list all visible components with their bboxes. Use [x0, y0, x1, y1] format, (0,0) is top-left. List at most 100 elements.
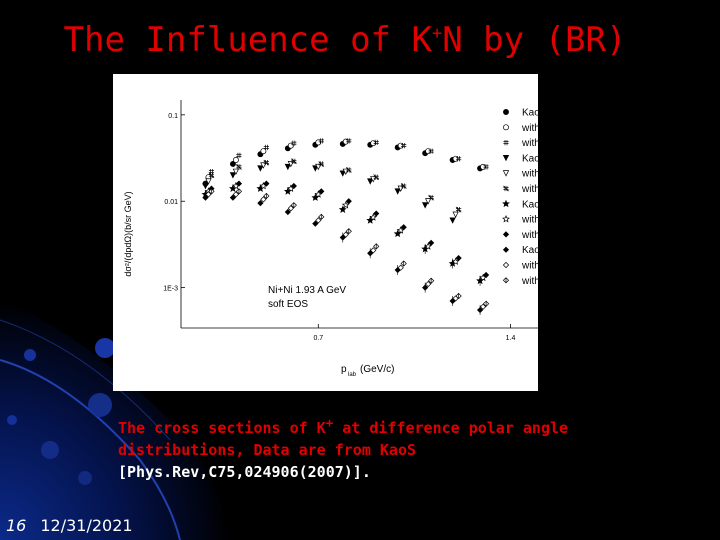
data-point — [456, 156, 462, 162]
legend-label: without — [521, 230, 538, 241]
legend-marker — [502, 261, 510, 269]
data-point — [367, 178, 374, 185]
legend-marker — [503, 185, 509, 192]
data-point — [318, 161, 325, 167]
series-9 — [202, 194, 484, 316]
data-point — [229, 172, 237, 179]
series-4 — [205, 161, 459, 218]
data-point — [373, 243, 380, 250]
x-axis-label-main: p — [341, 364, 347, 375]
legend-label: with — [521, 215, 538, 226]
data-point — [370, 247, 377, 254]
data-point — [263, 192, 270, 200]
data-point — [315, 163, 322, 171]
slide-number: 16 — [6, 516, 27, 535]
data-point — [455, 254, 462, 262]
chart-figure: 0.1 0.01 1E-3 0.7 1.4 KaoS 32° with without Kao… — [113, 74, 538, 391]
data-point — [312, 165, 319, 172]
data-point — [287, 161, 295, 168]
data-point — [315, 217, 322, 224]
data-point — [232, 191, 240, 198]
legend-marker — [502, 277, 510, 284]
legend-label: without — [521, 138, 538, 149]
data-point — [260, 162, 267, 169]
x-axis-label-unit: (GeV/c) — [360, 364, 394, 375]
data-point — [455, 292, 462, 300]
data-point — [205, 191, 212, 198]
data-point — [312, 220, 319, 227]
caption-superscript: + — [325, 415, 334, 430]
legend-marker — [502, 170, 510, 177]
data-point — [451, 257, 460, 265]
data-point — [263, 180, 270, 187]
data-point — [338, 205, 347, 213]
legend-label: KaoS 50° — [522, 199, 538, 210]
data-point — [428, 277, 435, 284]
caption-text-a: The cross sections of K — [118, 419, 326, 437]
x-axis-label-sub: lab — [348, 372, 357, 378]
data-point — [373, 139, 379, 145]
legend-marker — [503, 124, 509, 131]
data-point — [311, 193, 320, 201]
data-point — [345, 198, 352, 205]
series-5 — [208, 158, 462, 213]
data-point — [479, 303, 487, 310]
y-tick-label: 0.01 — [164, 199, 178, 206]
slide-title: The Influence of K+N by (BR) — [0, 20, 690, 60]
legend-label: without — [521, 276, 538, 287]
legend-marker — [502, 246, 510, 253]
data-point — [291, 140, 297, 146]
x-tick-label: 0.7 — [313, 335, 323, 342]
data-point — [421, 202, 429, 209]
data-point — [455, 206, 462, 213]
data-point — [315, 139, 322, 146]
legend-label: KaoS 32° — [522, 108, 538, 119]
data-point — [449, 217, 456, 224]
series-2 — [208, 138, 489, 175]
data-point — [229, 161, 236, 167]
data-point — [205, 178, 212, 185]
data-point — [290, 158, 297, 165]
series-7 — [204, 181, 487, 282]
title-superscript: + — [431, 23, 443, 44]
data-point — [397, 264, 404, 271]
legend-marker — [503, 109, 509, 115]
data-point — [260, 196, 267, 203]
data-point — [236, 164, 242, 170]
annotation-line-2: soft EOS — [268, 299, 308, 310]
caption-line-2: distributions, Data are from KaoS — [118, 441, 417, 459]
data-point — [345, 167, 352, 173]
data-point — [424, 242, 433, 250]
legend-marker — [502, 231, 510, 238]
scatter-chart: 0.1 0.01 1E-3 0.7 1.4 KaoS 32° with without Kao… — [123, 100, 538, 378]
legend-label: KaoS 60° — [522, 245, 538, 256]
data-point — [339, 234, 346, 241]
data-point — [424, 198, 432, 205]
data-point — [476, 306, 484, 314]
slide-date: 12/31/2021 — [40, 516, 133, 535]
figure-caption: The cross sections of K+ at difference p… — [118, 412, 678, 483]
data-point — [318, 138, 324, 144]
annotation-line-1: Ni+Ni 1.93 A GeV — [268, 285, 346, 296]
data-point — [425, 280, 432, 288]
data-point — [260, 148, 267, 155]
data-point — [393, 229, 402, 238]
caption-reference: [Phys.Rev,C75,024906(2007)]. — [118, 463, 371, 481]
data-point — [482, 271, 490, 279]
data-point — [483, 164, 489, 170]
legend-label: KaoS 40° — [522, 153, 538, 164]
caption-text-b: at difference polar angle — [333, 419, 569, 437]
data-point — [318, 213, 325, 220]
data-point — [345, 228, 352, 235]
legend-marker — [502, 154, 510, 162]
title-main: The Influence of K — [63, 20, 432, 60]
y-tick-label: 1E-3 — [163, 286, 178, 293]
data-point — [208, 172, 215, 179]
legend-label: with — [521, 169, 538, 180]
data-point — [263, 144, 269, 150]
data-point — [346, 138, 352, 144]
y-tick-label: 0.1 — [168, 113, 178, 120]
data-point — [339, 170, 346, 177]
data-point — [235, 180, 243, 187]
series-10 — [205, 191, 487, 310]
